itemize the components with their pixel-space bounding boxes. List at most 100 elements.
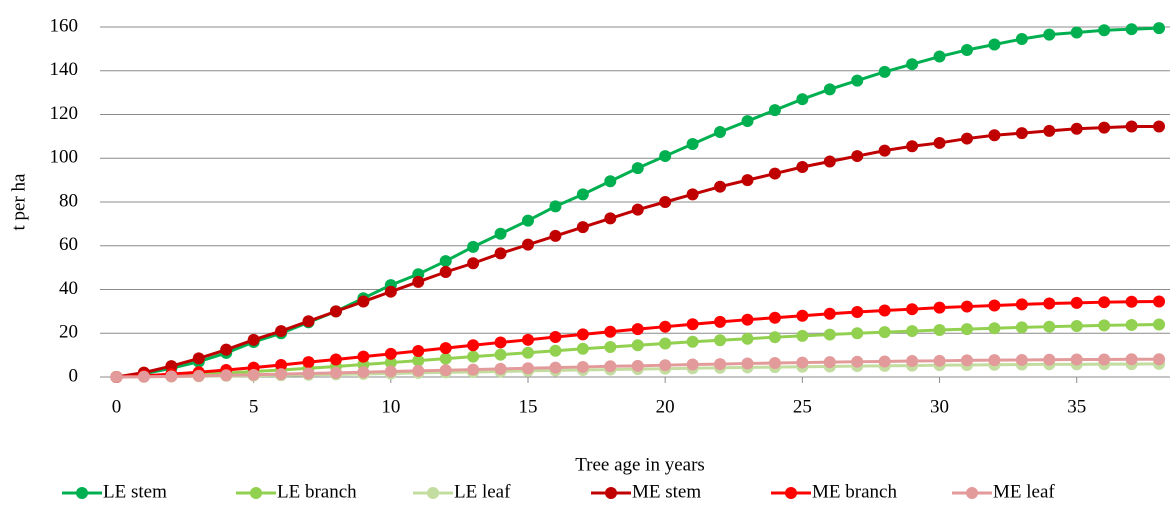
data-point [275,325,288,338]
data-point [1153,120,1166,133]
data-point [796,356,809,369]
x-tick-label: 5 [249,396,259,417]
data-point [1125,353,1138,366]
data-point [960,323,973,336]
data-point [823,356,836,369]
data-point [960,132,973,145]
data-point [631,359,644,372]
data-point [933,301,946,314]
data-point [1043,124,1056,137]
data-point [878,326,891,339]
data-point [494,227,507,240]
data-point [1098,121,1111,134]
data-point [741,313,754,326]
x-tick-label: 25 [793,396,812,417]
data-point [906,140,919,153]
data-point [631,203,644,216]
legend-marker [250,487,262,499]
legend-label: ME stem [632,481,701,502]
data-point [933,323,946,336]
data-point [796,161,809,173]
data-point [384,356,397,369]
data-point [906,303,919,316]
legend-marker [966,487,978,499]
data-point [714,358,727,371]
data-point [494,336,507,349]
x-tick-label: 30 [930,396,949,417]
data-point [439,255,452,268]
data-point [1070,26,1083,39]
data-point [906,355,919,368]
data-point [549,330,562,343]
data-point [384,285,397,298]
data-point [329,366,342,379]
data-point [823,307,836,320]
data-point [823,328,836,341]
data-point [192,352,205,365]
x-tick-label: 35 [1067,396,1086,417]
data-point [714,126,727,138]
data-point [988,299,1001,312]
data-point [412,354,425,367]
data-point [878,355,891,368]
y-tick-label: 100 [50,147,79,168]
data-point [604,175,617,188]
legend-label: LE leaf [454,481,511,502]
y-tick-label: 160 [50,15,79,36]
data-point [576,188,589,201]
y-tick-label: 60 [59,234,78,255]
data-point [220,343,233,356]
data-point [1098,296,1111,309]
y-tick-label: 80 [59,190,78,211]
data-point [110,371,123,383]
data-point [933,50,946,63]
data-point [851,327,864,340]
data-point [494,362,507,375]
data-point [1015,298,1028,311]
y-tick-label: 140 [50,59,79,80]
data-point [549,361,562,374]
data-point [631,162,644,175]
data-point [357,295,370,308]
data-point [1015,321,1028,334]
data-point [1015,33,1028,46]
data-point [851,306,864,319]
data-point [384,365,397,378]
legend-label: ME leaf [993,481,1055,502]
data-point [1070,353,1083,366]
data-point [1043,297,1056,310]
data-point [878,65,891,78]
x-axis-title: Tree age in years [575,454,705,475]
y-axis-title: t per ha [8,173,29,231]
data-point [906,58,919,71]
data-point [1098,319,1111,332]
data-point [768,167,781,180]
data-point [1070,296,1083,309]
data-point [960,354,973,367]
data-point [1098,24,1111,37]
data-point [329,305,342,318]
data-point [357,366,370,379]
data-point [494,247,507,260]
data-point [275,368,288,381]
x-tick-label: 15 [519,396,538,417]
data-point [412,344,425,357]
data-point [741,174,754,187]
data-point [659,320,672,333]
legend-label: LE branch [277,481,357,502]
data-point [659,359,672,372]
data-point [714,180,727,193]
legend-marker [785,487,797,499]
data-point [714,315,727,328]
data-point [1125,318,1138,331]
data-point [1153,353,1166,366]
data-point [851,74,864,87]
data-point [439,266,452,278]
data-point [686,318,699,331]
data-point [1125,120,1138,133]
data-point [604,325,617,338]
y-tick-label: 120 [50,103,79,124]
data-point [549,200,562,213]
data-point [988,129,1001,142]
data-point [631,323,644,336]
